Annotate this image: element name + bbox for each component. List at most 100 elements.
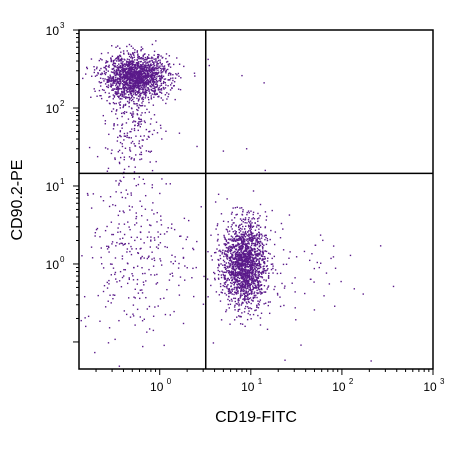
event-point <box>244 260 246 262</box>
event-point <box>107 148 109 150</box>
event-point <box>118 57 120 59</box>
event-point <box>258 260 260 263</box>
event-point <box>244 218 247 221</box>
event-point <box>254 248 256 250</box>
event-point <box>323 295 325 297</box>
event-point <box>267 274 270 277</box>
event-point <box>249 262 252 264</box>
event-point <box>238 257 241 259</box>
event-point <box>247 312 249 315</box>
event-point <box>266 265 268 267</box>
event-point <box>233 247 235 249</box>
event-point <box>93 69 96 71</box>
event-point <box>235 235 237 238</box>
event-point <box>254 244 257 246</box>
event-point <box>139 88 141 90</box>
event-point <box>131 68 134 71</box>
event-point <box>116 92 119 95</box>
event-point <box>143 64 145 66</box>
event-point <box>150 83 153 85</box>
event-point <box>127 77 129 80</box>
event-point <box>130 194 133 196</box>
event-point <box>160 87 163 90</box>
event-point <box>87 315 90 318</box>
event-point <box>245 260 248 263</box>
event-point <box>115 71 117 74</box>
event-point <box>125 79 128 82</box>
event-point <box>115 84 117 87</box>
event-point <box>262 252 265 254</box>
event-point <box>152 77 154 79</box>
event-point <box>132 121 134 123</box>
event-point <box>235 265 237 268</box>
event-point <box>99 73 102 75</box>
event-point <box>113 62 115 65</box>
event-point <box>116 67 118 69</box>
event-point <box>103 66 105 69</box>
event-point <box>123 211 125 214</box>
event-point <box>90 58 93 60</box>
event-point <box>138 117 140 119</box>
event-point <box>133 143 135 145</box>
event-point <box>248 258 251 260</box>
event-point <box>245 281 247 283</box>
event-point <box>238 228 240 231</box>
event-point <box>130 66 132 68</box>
event-point <box>146 77 148 80</box>
event-point <box>140 258 142 260</box>
event-point <box>140 238 142 240</box>
event-point <box>241 270 244 272</box>
event-point <box>136 64 139 67</box>
event-point <box>169 89 172 91</box>
event-point <box>252 211 255 214</box>
event-point <box>251 218 253 220</box>
event-point <box>132 304 135 306</box>
event-point <box>232 207 234 209</box>
event-point <box>250 308 253 310</box>
event-point <box>131 206 133 208</box>
event-point <box>234 304 236 307</box>
event-point <box>127 70 129 72</box>
event-point <box>251 279 253 282</box>
event-point <box>159 79 161 81</box>
event-point <box>153 274 156 276</box>
event-point <box>86 66 88 69</box>
event-point <box>225 255 227 257</box>
event-point <box>178 294 181 296</box>
event-point <box>158 86 160 89</box>
event-point <box>229 239 231 241</box>
event-point <box>232 258 234 260</box>
event-point <box>111 45 113 47</box>
event-point <box>332 256 335 258</box>
event-point <box>121 127 123 129</box>
event-point <box>140 78 142 80</box>
event-point <box>169 273 171 275</box>
event-point <box>126 58 129 60</box>
event-point <box>260 254 262 256</box>
event-point <box>149 246 151 248</box>
event-point <box>129 60 131 63</box>
event-point <box>240 268 242 270</box>
event-point <box>101 72 103 74</box>
event-point <box>241 323 244 325</box>
event-point <box>243 235 245 237</box>
event-point <box>252 248 254 250</box>
event-point <box>139 96 141 98</box>
event-point <box>143 68 146 71</box>
event-point <box>118 243 121 245</box>
event-point <box>184 265 186 267</box>
event-point <box>115 73 117 75</box>
event-point <box>119 134 121 137</box>
event-point <box>233 297 235 300</box>
event-point <box>106 225 108 228</box>
event-point <box>213 251 216 254</box>
event-point <box>149 63 152 66</box>
event-point <box>242 242 244 245</box>
event-point <box>119 101 122 103</box>
event-point <box>247 266 249 268</box>
event-point <box>128 226 130 228</box>
event-point <box>236 234 238 236</box>
event-point <box>245 253 247 255</box>
event-point <box>131 73 133 75</box>
event-point <box>230 246 233 248</box>
